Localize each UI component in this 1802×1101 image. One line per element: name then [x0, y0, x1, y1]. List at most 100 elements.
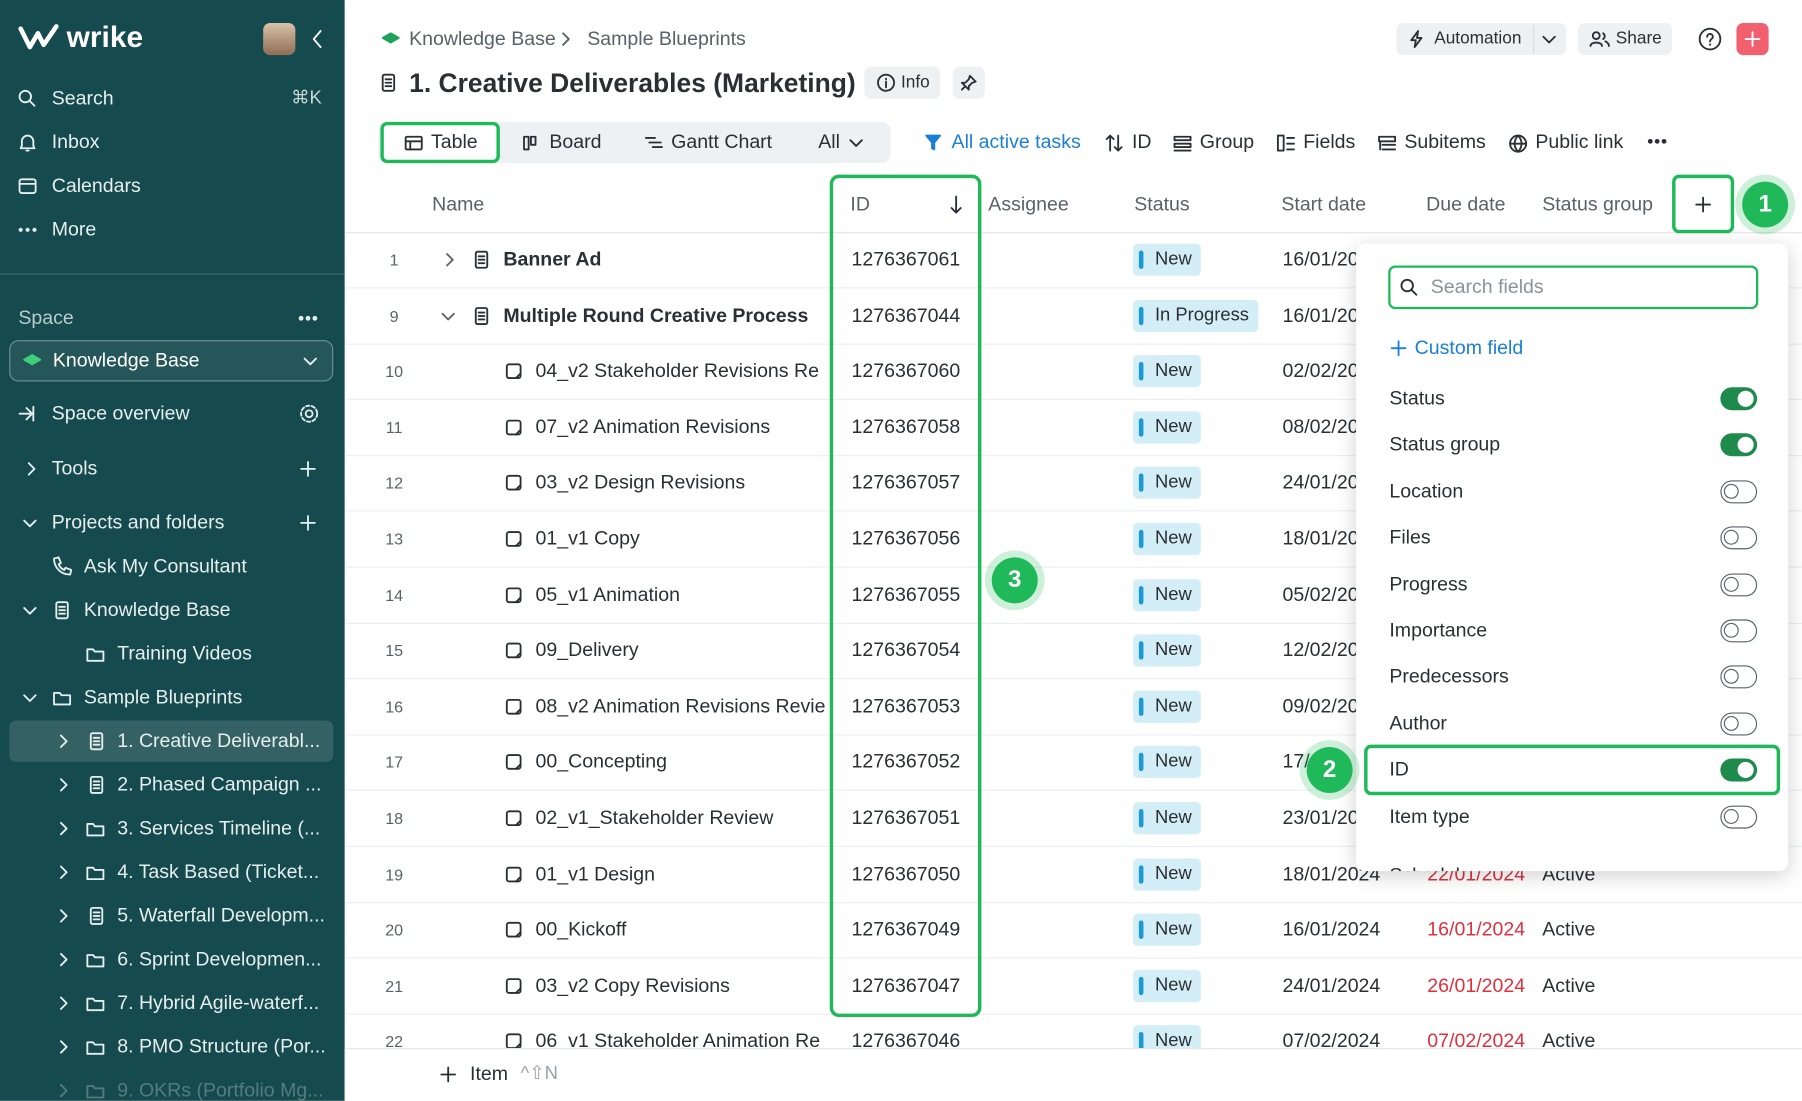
- task-id: 1276367046: [851, 1030, 961, 1052]
- toggle[interactable]: [1720, 619, 1758, 643]
- project-item[interactable]: 1. Creative Deliverabl...: [117, 729, 321, 752]
- toolbar-item[interactable]: Subitems: [1404, 131, 1486, 153]
- split: [1533, 25, 1535, 53]
- toggle[interactable]: [1720, 712, 1758, 736]
- task-name[interactable]: 02_v1_Stakeholder Review: [535, 806, 774, 829]
- task-name[interactable]: Banner Ad: [503, 248, 602, 271]
- toolbar-item[interactable]: ID: [1131, 131, 1152, 153]
- task-name[interactable]: 04_v2 Stakeholder Revisions Re: [535, 359, 819, 382]
- header-border: [344, 232, 1802, 234]
- sidebar-item[interactable]: Training Videos: [117, 642, 252, 665]
- phone-icon: [52, 556, 73, 577]
- task-name[interactable]: 00_Concepting: [535, 750, 667, 773]
- task-name[interactable]: 06_v1 Stakeholder Animation Re: [535, 1030, 821, 1052]
- project-item[interactable]: 5. Waterfall Developm...: [117, 904, 325, 927]
- task-name[interactable]: 05_v1 Animation: [535, 583, 680, 606]
- chevron: [23, 606, 37, 615]
- project-item[interactable]: 4. Task Based (Ticket...: [117, 860, 320, 883]
- task-name[interactable]: 03_v2 Copy Revisions: [535, 974, 730, 997]
- share-button[interactable]: [1577, 22, 1673, 56]
- sidebar-item[interactable]: Space overview: [51, 402, 190, 425]
- space-name[interactable]: Knowledge Base: [52, 349, 200, 372]
- project-item[interactable]: 3. Services Timeline (...: [117, 817, 321, 839]
- view-tab[interactable]: Board: [549, 131, 602, 153]
- breadcrumb[interactable]: Knowledge Base: [409, 27, 556, 50]
- toggle[interactable]: [1720, 572, 1758, 596]
- column-header[interactable]: Assignee: [988, 193, 1069, 215]
- task-name[interactable]: 01_v1 Design: [535, 862, 656, 885]
- column-header[interactable]: Due date: [1426, 193, 1506, 215]
- column-header[interactable]: Name: [432, 193, 485, 215]
- field-label: Importance: [1389, 619, 1488, 642]
- toggle[interactable]: [1720, 758, 1758, 782]
- pin-button[interactable]: [952, 66, 985, 99]
- share-label[interactable]: Share: [1615, 28, 1662, 49]
- task-name[interactable]: 09_Delivery: [535, 639, 639, 662]
- row-number: 13: [385, 529, 404, 549]
- custom-field[interactable]: Custom field: [1414, 336, 1524, 359]
- toolbar-item[interactable]: Public link: [1535, 131, 1624, 153]
- breadcrumb[interactable]: Sample Blueprints: [587, 27, 746, 50]
- task-icon: [505, 698, 522, 715]
- row-border: [344, 566, 1802, 568]
- toggle[interactable]: [1720, 665, 1758, 689]
- view-tab[interactable]: Table: [430, 131, 478, 153]
- sidebar-item[interactable]: Knowledge Base: [83, 598, 231, 621]
- row-number: 12: [385, 473, 404, 493]
- search-placeholder[interactable]: Search fields: [1430, 275, 1544, 298]
- status-bar: [1138, 362, 1144, 381]
- start-date: 18/01/20: [1282, 527, 1359, 550]
- sidebar-item[interactable]: Ask My Consultant: [83, 555, 247, 577]
- toolbar-item[interactable]: Fields: [1303, 131, 1356, 153]
- row-border: [344, 343, 1802, 345]
- toolbar-item[interactable]: Group: [1199, 131, 1255, 153]
- toggle-knob: [1723, 622, 1739, 638]
- sidebar-item[interactable]: Projects and folders: [51, 511, 225, 534]
- column-header[interactable]: Status: [1134, 193, 1190, 215]
- column-header[interactable]: Start date: [1281, 193, 1367, 215]
- toggle[interactable]: [1720, 526, 1758, 550]
- toolbar-item[interactable]: All active tasks: [951, 131, 1081, 153]
- project-item[interactable]: 7. Hybrid Agile-waterf...: [117, 991, 320, 1014]
- start-date: 05/02/20: [1282, 583, 1359, 606]
- task-id: 1276367047: [851, 974, 961, 997]
- project-item[interactable]: 9. OKRs (Portfolio Mg...: [117, 1079, 324, 1101]
- task-name[interactable]: 01_v1 Copy: [535, 527, 640, 550]
- search-box[interactable]: [1388, 265, 1759, 310]
- nav-item[interactable]: Search: [51, 87, 114, 110]
- folder-icon: [86, 865, 105, 880]
- status-bar: [1138, 585, 1144, 605]
- sidebar-item[interactable]: Sample Blueprints: [83, 686, 243, 708]
- space-selector[interactable]: [9, 340, 334, 382]
- view-tab[interactable]: Gantt Chart: [671, 131, 773, 153]
- task-name[interactable]: 08_v2 Animation Revisions Revie: [535, 695, 826, 717]
- toggle[interactable]: [1720, 480, 1758, 504]
- sidebar-item[interactable]: Tools: [51, 457, 98, 480]
- info-label[interactable]: Info: [900, 72, 930, 92]
- search-icon: [1400, 278, 1418, 296]
- nav-icon: [18, 133, 36, 152]
- add-item[interactable]: Item: [470, 1063, 509, 1085]
- task-name[interactable]: 07_v2 Animation Revisions: [535, 415, 771, 438]
- project-item[interactable]: 6. Sprint Developmen...: [117, 948, 322, 970]
- view-tab[interactable]: All: [818, 131, 840, 153]
- nav-item[interactable]: Inbox: [51, 131, 100, 153]
- automation-label[interactable]: Automation: [1434, 28, 1522, 49]
- project-item[interactable]: 2. Phased Campaign ...: [117, 773, 322, 796]
- task-name[interactable]: 00_Kickoff: [535, 918, 627, 941]
- toggle[interactable]: [1720, 433, 1758, 457]
- table-tab[interactable]: [380, 121, 500, 164]
- automation-button[interactable]: [1396, 22, 1567, 56]
- task-name[interactable]: 03_v2 Design Revisions: [535, 471, 746, 494]
- toggle[interactable]: [1720, 805, 1758, 829]
- column-header[interactable]: ID: [850, 193, 870, 215]
- task-id: 1276367049: [851, 918, 961, 941]
- nav-item[interactable]: More: [51, 218, 97, 241]
- nav-item[interactable]: Calendars: [51, 174, 141, 197]
- project-item[interactable]: 8. PMO Structure (Por...: [117, 1035, 326, 1058]
- task-name[interactable]: Multiple Round Creative Process: [503, 304, 809, 326]
- column-header[interactable]: Status group: [1542, 193, 1654, 215]
- toggle[interactable]: [1720, 387, 1758, 411]
- doc-icon: [89, 775, 104, 794]
- info-button[interactable]: [864, 66, 941, 99]
